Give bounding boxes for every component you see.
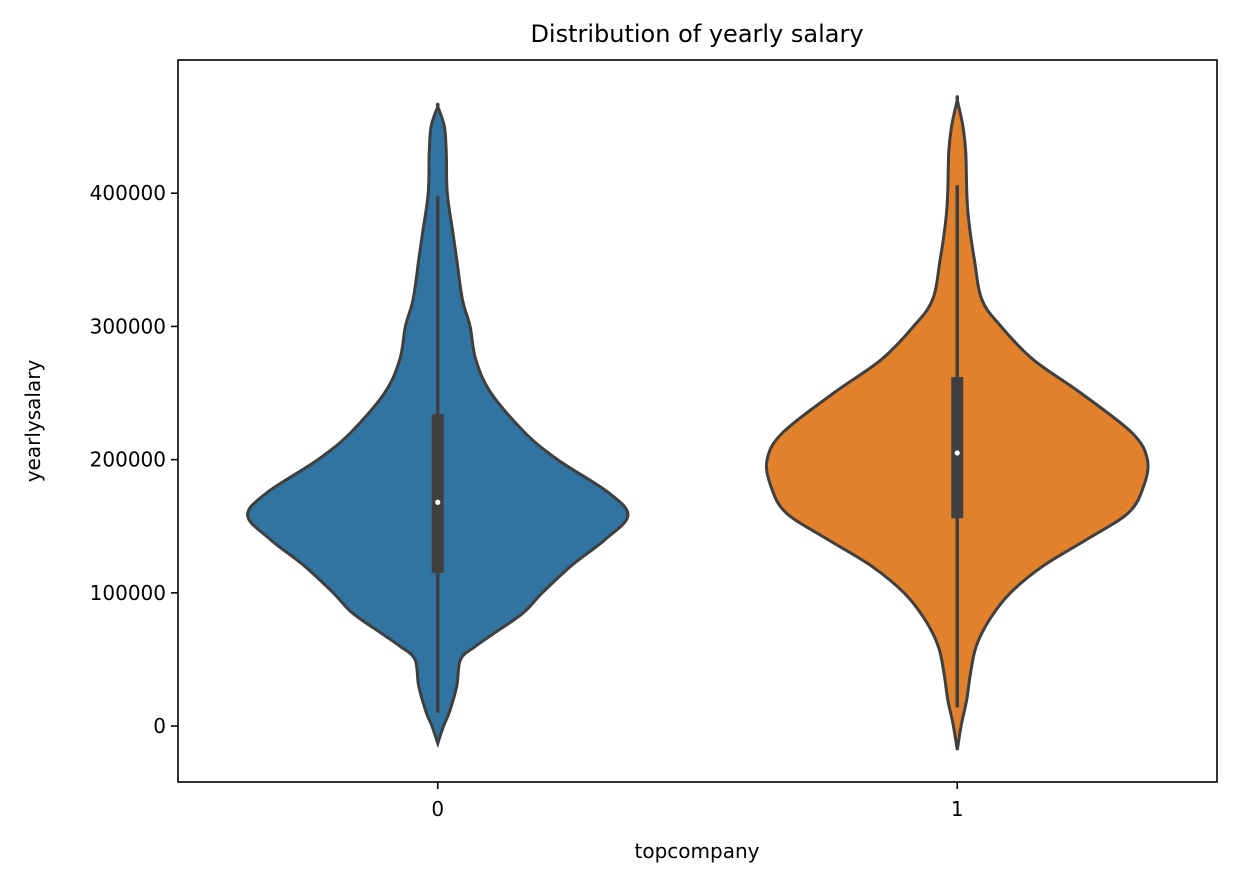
violin-iqr-box-1 xyxy=(951,377,964,519)
x-tick-label: 1 xyxy=(951,797,964,821)
y-tick-label: 200000 xyxy=(90,448,166,472)
chart-title: Distribution of yearly salary xyxy=(530,20,863,48)
plot-frame xyxy=(177,59,1218,783)
x-tick-label: 0 xyxy=(431,797,444,821)
x-axis-label: topcompany xyxy=(635,839,760,863)
y-tick-label: 0 xyxy=(153,714,166,738)
y-tick-label: 400000 xyxy=(90,181,166,205)
y-tick-label: 100000 xyxy=(90,581,166,605)
y-tick-label: 300000 xyxy=(90,314,166,338)
violin-median-point-1 xyxy=(954,450,960,456)
y-axis-label: yearlysalary xyxy=(21,360,45,483)
violin-group xyxy=(246,95,1150,751)
violin-iqr-box-0 xyxy=(431,414,444,573)
y-axis: 0 100000 200000 300000 400000 xyxy=(90,181,178,738)
violin-median-point-0 xyxy=(435,499,441,505)
